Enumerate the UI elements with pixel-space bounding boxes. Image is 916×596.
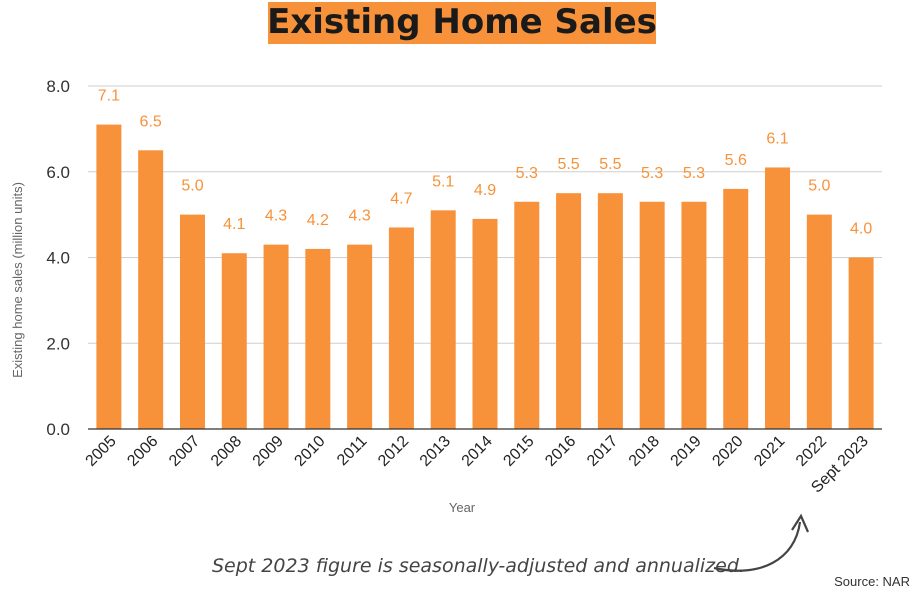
data-label: 5.3 — [641, 165, 663, 182]
y-axis-label: Existing home sales (million units) — [10, 182, 25, 378]
x-tick-label: 2012 — [375, 433, 412, 470]
data-label: 4.2 — [307, 212, 329, 229]
bar — [263, 244, 289, 429]
annotation-arrow — [713, 521, 802, 572]
bar — [806, 214, 832, 429]
x-tick-label: 2022 — [793, 433, 830, 470]
x-tick-label: 2014 — [459, 433, 496, 470]
bar — [514, 201, 540, 429]
x-tick-label: 2020 — [709, 433, 746, 470]
bar — [96, 124, 122, 430]
data-label: 5.0 — [808, 178, 830, 195]
x-axis-label: Year — [449, 500, 476, 515]
data-label: 6.5 — [140, 113, 162, 130]
bar — [347, 244, 373, 429]
x-tick-label: 2009 — [250, 433, 287, 470]
x-tick-label: 2017 — [584, 433, 621, 470]
y-tick-label: 2.0 — [46, 334, 70, 353]
x-tick-label: 2010 — [291, 433, 328, 470]
data-label: 4.3 — [265, 208, 287, 225]
bar — [723, 188, 749, 429]
data-labels: 7.1 6.5 5.0 4.1 4.3 4.2 4.3 4.7 5.1 4.9 5.3 5.5 5.5 5… — [98, 88, 873, 238]
data-label: 4.7 — [390, 190, 412, 207]
bar — [639, 201, 665, 429]
data-label: 6.1 — [766, 130, 788, 147]
x-tick-label: 2005 — [83, 433, 120, 470]
bars — [96, 124, 874, 430]
bar — [430, 210, 456, 429]
data-label: 5.6 — [725, 152, 747, 169]
x-tick-label: 2006 — [124, 433, 161, 470]
data-label: 4.3 — [349, 208, 371, 225]
bar — [305, 248, 331, 429]
data-label: 5.5 — [557, 156, 579, 173]
bar — [597, 193, 623, 429]
bar — [388, 227, 414, 429]
x-tick-label: 2011 — [334, 433, 370, 469]
chart-title: Existing Home Sales — [267, 2, 657, 42]
x-tick-label: 2008 — [208, 433, 245, 470]
bar — [765, 167, 791, 429]
y-tick-label: 8.0 — [46, 77, 70, 96]
source-label: Source: NAR — [834, 574, 910, 589]
data-label: 5.0 — [181, 178, 203, 195]
y-tick-labels: 0.0 2.0 4.0 6.0 8.0 — [46, 77, 70, 439]
x-tick-label: 2016 — [542, 433, 579, 470]
y-tick-label: 6.0 — [46, 163, 70, 182]
y-tick-label: 4.0 — [46, 249, 70, 268]
data-label: 5.3 — [683, 165, 705, 182]
data-label: 5.1 — [432, 173, 454, 190]
data-label: 5.3 — [516, 165, 538, 182]
title-background — [268, 2, 656, 44]
bar — [681, 201, 707, 429]
x-tick-label: 2013 — [417, 433, 454, 470]
x-tick-labels: 2005 2006 2007 2008 2009 2010 2011 2012 2013 2014… — [83, 433, 872, 497]
bar — [221, 253, 247, 429]
bar — [138, 150, 164, 429]
annotation-arrowhead — [791, 513, 810, 533]
data-label: 5.5 — [599, 156, 621, 173]
bar — [556, 193, 582, 429]
bar — [179, 214, 205, 429]
data-label: 7.1 — [98, 88, 120, 105]
data-label: 4.9 — [474, 182, 496, 199]
x-tick-label: 2019 — [668, 433, 705, 470]
x-tick-label: 2018 — [626, 433, 663, 470]
x-tick-label: 2007 — [166, 433, 203, 470]
bar — [848, 257, 874, 429]
x-tick-label: 2021 — [751, 433, 788, 470]
bar — [472, 218, 498, 429]
data-label: 4.1 — [223, 216, 245, 233]
x-tick-label: 2015 — [500, 433, 537, 470]
annotation-note: Sept 2023 figure is seasonally-adjusted … — [212, 555, 745, 577]
data-label: 4.0 — [850, 221, 872, 238]
y-tick-label: 0.0 — [46, 420, 70, 439]
